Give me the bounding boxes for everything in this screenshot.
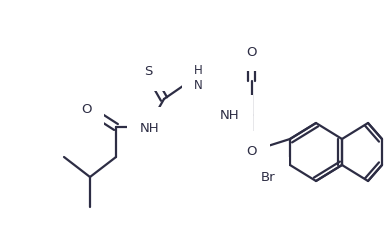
Text: H
N: H N [194,64,203,92]
Text: S: S [144,65,152,78]
Text: O: O [81,103,91,116]
Text: O: O [247,145,257,158]
Text: NH: NH [140,121,160,134]
Text: NH: NH [220,109,240,122]
Text: Br: Br [261,171,275,184]
Text: O: O [247,45,257,58]
